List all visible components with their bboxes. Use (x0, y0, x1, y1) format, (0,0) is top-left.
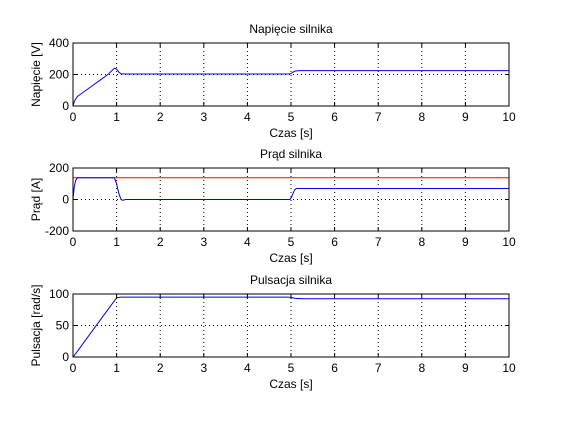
x-tick-label: 10 (502, 110, 516, 124)
x-tick-label: 5 (288, 361, 295, 375)
y-tick-label: 50 (56, 319, 70, 333)
x-axis-label: Czas [s] (269, 126, 312, 140)
x-tick-label: 0 (70, 235, 77, 249)
x-tick-label: 0 (70, 110, 77, 124)
y-tick-label: 0 (62, 350, 69, 364)
x-tick-label: 6 (331, 235, 338, 249)
x-tick-label: 1 (113, 361, 120, 375)
x-tick-label: 5 (288, 235, 295, 249)
series-line-0 (72, 296, 509, 358)
x-tick-label: 3 (200, 361, 207, 375)
x-tick-label: 3 (200, 110, 207, 124)
y-tick-label: 0 (62, 193, 69, 207)
y-tick-label: 0 (62, 99, 69, 113)
x-tick-label: 0 (70, 361, 77, 375)
x-tick-label: 6 (331, 361, 338, 375)
y-axis-label: Napięcie [V] (29, 42, 43, 107)
axes-box (72, 293, 510, 358)
y-tick-label: 400 (49, 36, 69, 50)
x-tick-label: 4 (244, 361, 251, 375)
y-tick-label: -200 (45, 224, 69, 238)
x-tick-label: 8 (418, 361, 425, 375)
series-line-1 (72, 177, 509, 201)
chart-title: Pulsacja silnika (250, 273, 332, 287)
x-tick-label: 1 (113, 235, 120, 249)
chart-voltage: 0 1 2 3 4 5 6 7 8 9 10 0 200 400 Napięcie silnika Czas … (29, 22, 516, 140)
y-tick-label: 100 (49, 287, 69, 301)
x-tick-label: 2 (157, 361, 164, 375)
x-tick-label: 9 (462, 361, 469, 375)
x-tick-label: 4 (244, 110, 251, 124)
chart-title: Prąd silnika (260, 147, 322, 161)
x-tick-label: 1 (113, 110, 120, 124)
x-tick-label: 9 (462, 110, 469, 124)
x-tick-label: 10 (502, 361, 516, 375)
x-tick-label: 7 (375, 235, 382, 249)
x-tick-label: 8 (418, 235, 425, 249)
x-tick-label: 2 (157, 110, 164, 124)
x-tick-label: 6 (331, 110, 338, 124)
x-tick-label: 3 (200, 235, 207, 249)
chart-title: Napięcie silnika (249, 22, 333, 36)
y-tick-label: 200 (49, 161, 69, 175)
series-line-0 (72, 67, 509, 107)
x-tick-label: 9 (462, 235, 469, 249)
x-tick-label: 10 (502, 235, 516, 249)
x-tick-label: 2 (157, 235, 164, 249)
x-tick-label: 7 (375, 110, 382, 124)
x-axis-label: Czas [s] (269, 377, 312, 391)
y-axis-label: Pulsacja [rad/s] (29, 284, 43, 366)
x-tick-label: 4 (244, 235, 251, 249)
x-tick-label: 8 (418, 110, 425, 124)
x-axis-label: Czas [s] (269, 251, 312, 265)
y-tick-label: 200 (49, 68, 69, 82)
x-tick-label: 7 (375, 361, 382, 375)
x-tick-label: 5 (288, 110, 295, 124)
y-axis-label: Prąd [A] (29, 178, 43, 221)
